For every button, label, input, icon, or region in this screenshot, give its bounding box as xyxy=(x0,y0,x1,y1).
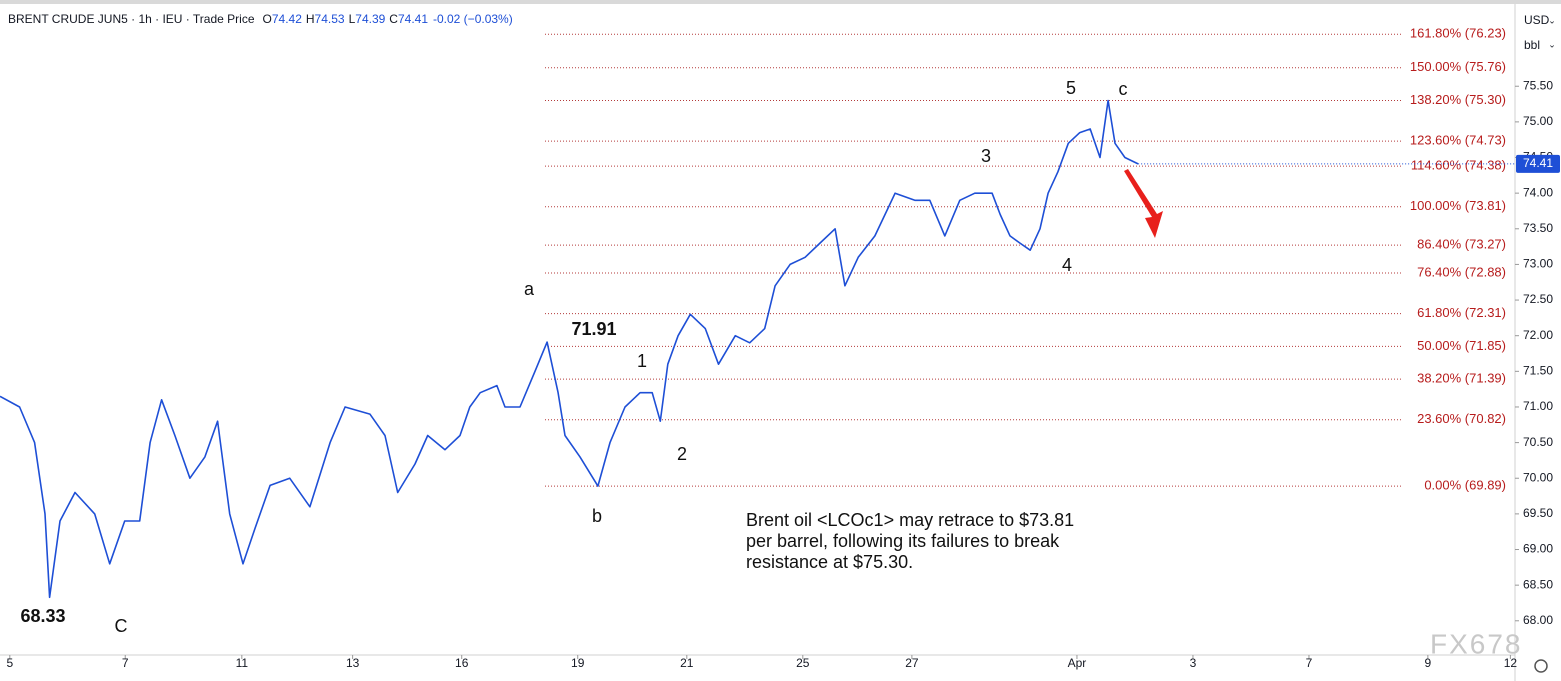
unit[interactable]: bbl xyxy=(1524,38,1540,52)
fib-label: 61.80% (72.31) xyxy=(1417,305,1506,320)
x-tick-label: Apr xyxy=(1068,656,1087,670)
y-tick-label: 70.00 xyxy=(1523,470,1553,484)
ohlc-value: 74.42 xyxy=(272,12,302,26)
ohlc-value: 74.41 xyxy=(398,12,428,26)
wave-label: C xyxy=(115,616,128,636)
down-arrow xyxy=(1124,169,1163,238)
fib-label: 161.80% (76.23) xyxy=(1410,26,1506,41)
ohlc-value: 74.53 xyxy=(315,12,345,26)
wave-label: c xyxy=(1119,79,1128,99)
fib-label: 138.20% (75.30) xyxy=(1410,92,1506,107)
wave-label: a xyxy=(524,279,535,299)
x-tick-label: 12 xyxy=(1504,656,1518,670)
price-line xyxy=(0,99,1139,599)
y-tick-label: 75.50 xyxy=(1523,78,1553,92)
x-tick-label: 7 xyxy=(122,656,129,670)
dropdown-icon[interactable]: ⌄ xyxy=(1548,15,1556,25)
last-price-tag xyxy=(1516,154,1560,173)
wave-label: 68.33 xyxy=(20,606,65,626)
y-tick-label: 68.50 xyxy=(1523,577,1553,591)
fib-label: 114.60% (74.38) xyxy=(1411,158,1506,173)
ohlc-value: 74.39 xyxy=(355,12,385,26)
note-line: resistance at $75.30. xyxy=(746,552,913,572)
x-tick-label: 11 xyxy=(236,656,249,670)
x-tick-label: 3 xyxy=(1190,656,1197,670)
x-tick-label: 5 xyxy=(6,656,13,670)
x-tick-label: 25 xyxy=(796,656,810,670)
y-tick-label: 72.00 xyxy=(1523,328,1553,342)
y-tick-label: 69.00 xyxy=(1523,542,1553,556)
y-tick-label: 69.50 xyxy=(1523,506,1553,520)
watermark: FX678 xyxy=(1430,628,1523,659)
ohlc-key: L xyxy=(349,12,356,26)
header: BRENT CRUDE JUN5 · 1h · IEU · Trade Pric… xyxy=(8,12,513,26)
fib-label: 76.40% (72.88) xyxy=(1417,264,1506,279)
x-tick-label: 16 xyxy=(455,656,469,670)
y-tick-label: 71.00 xyxy=(1523,399,1553,413)
last-price-label: 74.41 xyxy=(1523,156,1553,170)
y-tick-label: 75.00 xyxy=(1523,114,1553,128)
change: -0.02 (−0.03%) xyxy=(433,12,513,26)
fib-label: 100.00% (73.81) xyxy=(1410,198,1506,213)
currency[interactable]: USD xyxy=(1524,13,1550,27)
fib-label: 150.00% (75.76) xyxy=(1410,59,1506,74)
fib-label: 0.00% (69.89) xyxy=(1424,478,1506,493)
x-tick-label: 9 xyxy=(1425,656,1432,670)
x-tick-label: 13 xyxy=(346,656,360,670)
fib-label: 50.00% (71.85) xyxy=(1417,338,1506,353)
settings-icon[interactable] xyxy=(1534,659,1548,673)
wave-label: 3 xyxy=(981,146,991,166)
fib-label: 86.40% (73.27) xyxy=(1417,237,1506,252)
wave-label: 5 xyxy=(1066,78,1076,98)
wave-label: 4 xyxy=(1062,255,1072,275)
fib-label: 23.60% (70.82) xyxy=(1417,411,1506,426)
ohlc-key: O xyxy=(263,12,272,26)
fib-label: 123.60% (74.73) xyxy=(1410,133,1506,148)
ohlc-key: C xyxy=(389,12,398,26)
fib-label: 38.20% (71.39) xyxy=(1417,371,1506,386)
y-tick-label: 70.50 xyxy=(1523,435,1553,449)
y-tick-label: 68.00 xyxy=(1523,613,1553,627)
y-tick-label: 73.00 xyxy=(1523,257,1553,271)
top-border xyxy=(0,0,1561,4)
symbol: BRENT CRUDE JUN5 · 1h · IEU · Trade Pric… xyxy=(8,12,255,26)
y-tick-label: 73.50 xyxy=(1523,221,1553,235)
note-line: Brent oil <LCOc1> may retrace to $73.81 xyxy=(746,510,1074,530)
x-tick-label: 19 xyxy=(571,656,585,670)
dropdown-icon[interactable]: ⌄ xyxy=(1548,39,1556,49)
y-tick-label: 71.50 xyxy=(1523,364,1553,378)
wave-label: b xyxy=(592,506,602,526)
x-tick-label: 21 xyxy=(680,656,694,670)
wave-label: 2 xyxy=(677,444,687,464)
y-tick-label: 72.50 xyxy=(1523,292,1553,306)
ohlc-key: H xyxy=(306,12,315,26)
y-tick-label: 74.00 xyxy=(1523,185,1553,199)
note-line: per barrel, following its failures to br… xyxy=(746,531,1060,551)
wave-label: 1 xyxy=(637,351,647,371)
x-tick-label: 27 xyxy=(905,656,919,670)
x-tick-label: 7 xyxy=(1306,656,1313,670)
wave-label: 71.91 xyxy=(571,319,616,339)
